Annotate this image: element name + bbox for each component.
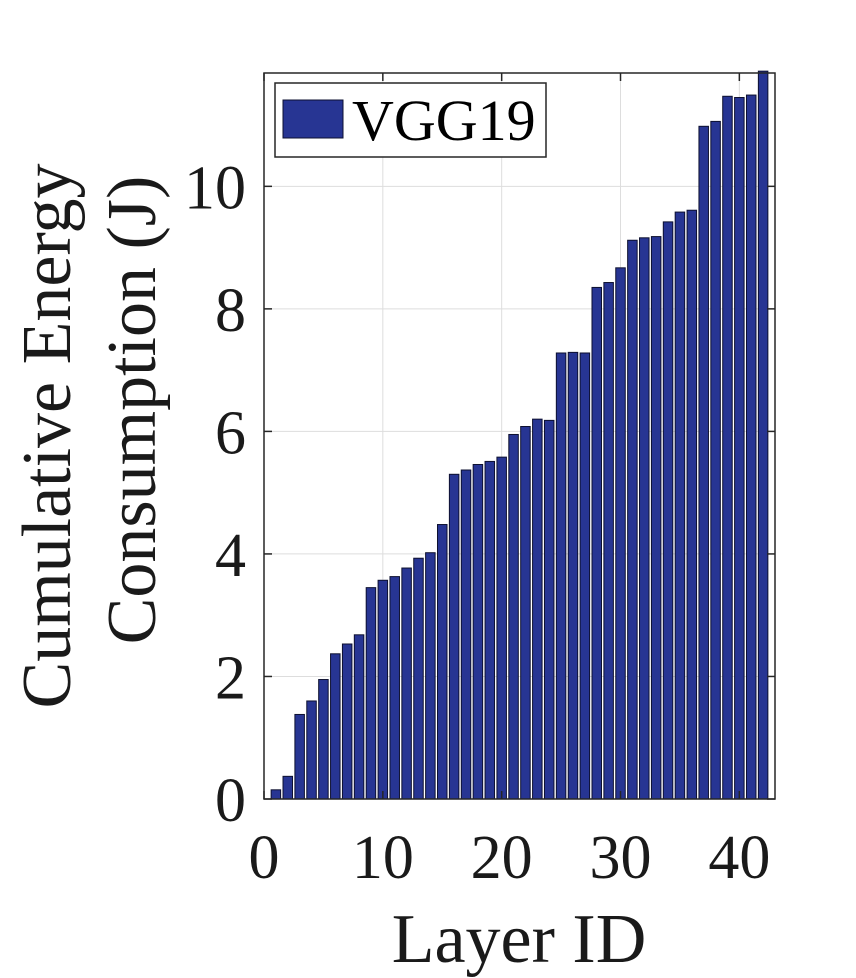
y-tick-label: 0: [215, 767, 246, 835]
bar-layer-14: [425, 552, 436, 800]
x-tick-label: 10: [352, 824, 414, 892]
bar-layer-37: [698, 125, 709, 800]
bar-layer-4: [306, 700, 317, 800]
bar-layer-21: [508, 433, 519, 800]
bar-layer-31: [627, 239, 638, 800]
bar-layer-16: [448, 473, 460, 800]
y-axis-title-line-2: Consumption (J): [94, 176, 171, 645]
bar-layer-39: [722, 95, 733, 800]
bar-layer-15: [437, 524, 448, 800]
bar-layer-36: [686, 209, 698, 800]
plot-frame: [263, 72, 776, 800]
bar-layer-22: [520, 426, 531, 800]
bar-layer-40: [734, 97, 745, 800]
bar-layer-42: [757, 70, 769, 800]
bar-layer-6: [330, 653, 341, 800]
x-tick-label: 20: [471, 824, 533, 892]
bar-layer-10: [377, 579, 389, 800]
y-tick-label: 10: [184, 154, 246, 222]
bar-layer-1: [270, 789, 282, 800]
bar-layer-7: [341, 643, 353, 800]
bar-layer-18: [472, 463, 484, 800]
x-axis-title: Layer ID: [392, 901, 647, 978]
x-tick-label: 40: [708, 824, 770, 892]
bar-layer-17: [460, 469, 472, 800]
bar-layer-3: [294, 713, 305, 800]
bar-layer-28: [591, 286, 602, 800]
bar-layer-38: [710, 120, 721, 800]
bar-layer-32: [639, 237, 650, 800]
bar-layer-27: [579, 352, 591, 800]
bar-layer-29: [603, 282, 614, 800]
bar-layer-26: [567, 351, 579, 800]
bar-layer-9: [365, 587, 377, 800]
bar-layer-11: [389, 576, 400, 800]
x-tick-label: 0: [249, 824, 280, 892]
y-tick-label: 8: [215, 277, 246, 345]
bars: [270, 70, 769, 800]
bar-layer-13: [413, 557, 424, 800]
bar-layer-41: [745, 94, 757, 800]
bar-layer-12: [401, 567, 412, 800]
bar-layer-33: [650, 236, 662, 800]
bar-layer-30: [615, 267, 626, 800]
y-tick-label: 4: [215, 522, 246, 590]
bar-layer-2: [282, 775, 294, 800]
bar-layer-19: [484, 460, 496, 800]
bar-layer-8: [353, 634, 365, 800]
bar-layer-23: [532, 418, 543, 800]
bar-layer-24: [543, 419, 555, 800]
bar-layer-20: [496, 456, 507, 800]
legend: VGG19: [274, 82, 547, 158]
y-tick-label: 6: [215, 399, 246, 467]
y-tick-label: 2: [215, 644, 246, 712]
tick-labels: 0 10 20 30 40 0 2 4 6 8 10: [184, 154, 770, 892]
bar-layer-34: [662, 221, 674, 800]
grid-lines: [264, 73, 775, 799]
bar-layer-35: [674, 211, 686, 800]
legend-label: VGG19: [352, 88, 536, 153]
x-tick-label: 30: [590, 824, 652, 892]
legend-swatch: [282, 99, 344, 139]
bar-layer-25: [555, 352, 567, 800]
axes: [263, 72, 776, 800]
y-axis-title-line-1: Cumulative Energy: [9, 164, 86, 709]
bar-layer-5: [318, 679, 329, 800]
